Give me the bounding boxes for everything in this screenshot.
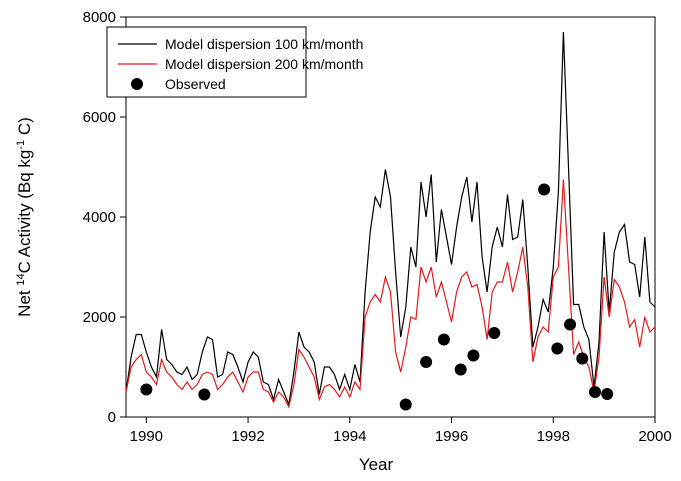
- x-axis-label: Year: [359, 455, 394, 474]
- observed-point: [140, 383, 153, 396]
- observed-point: [576, 352, 589, 365]
- series-line: [125, 179, 656, 409]
- x-tick-label: 1996: [435, 428, 468, 445]
- y-tick-label: 2000: [83, 309, 116, 326]
- observed-point: [467, 349, 480, 362]
- observed-point: [454, 363, 467, 376]
- observed-point: [551, 342, 564, 355]
- y-tick-label: 6000: [83, 109, 116, 126]
- observed-point: [564, 318, 577, 331]
- legend-box: [106, 26, 307, 98]
- x-tick-label: 1998: [537, 428, 570, 445]
- observed-point: [198, 388, 211, 401]
- y-tick-label: 8000: [83, 9, 116, 26]
- y-tick-label: 4000: [83, 209, 116, 226]
- legend-label: Observed: [165, 76, 226, 92]
- observed-point: [601, 388, 614, 400]
- series-line: [125, 31, 656, 407]
- x-tick-label: 1992: [231, 428, 264, 445]
- legend-marker: [131, 78, 143, 90]
- observed-point: [399, 398, 412, 411]
- observed-point: [488, 327, 501, 339]
- legend-label: Model dispersion 200 km/month: [165, 56, 363, 72]
- observed-point: [588, 386, 601, 398]
- legend-label: Model dispersion 100 km/month: [165, 36, 363, 52]
- y-axis-label-part: C Activity (Bq kg: [15, 150, 34, 274]
- y-axis-label-part: C): [15, 117, 34, 140]
- observed-point: [420, 356, 433, 368]
- x-tick-label: 1994: [333, 428, 366, 445]
- y-tick-label: 0: [108, 409, 116, 426]
- observed-point: [538, 183, 551, 196]
- y-axis-label-part: -1: [15, 140, 27, 150]
- y-axis-label: Net 14C Activity (Bq kg-1 C): [15, 117, 34, 317]
- x-tick-label: 1990: [130, 428, 163, 445]
- y-axis-label-part: 14: [15, 273, 27, 285]
- x-tick-label: 2000: [638, 428, 671, 445]
- y-axis-label-part: Net: [15, 286, 34, 317]
- observed-point: [437, 333, 450, 346]
